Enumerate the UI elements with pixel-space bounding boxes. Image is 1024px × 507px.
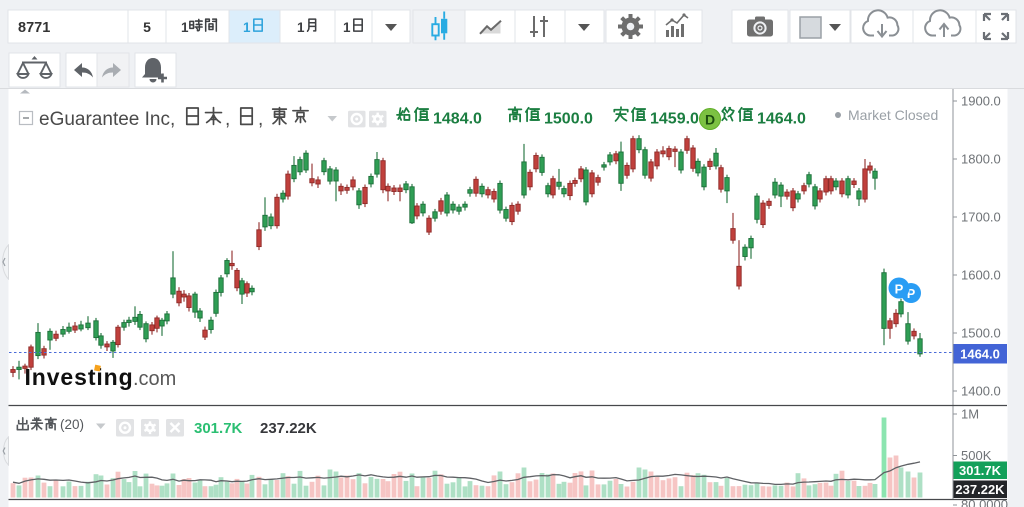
svg-text:1900.0: 1900.0 [961,94,1001,109]
svg-text:1: 1 [243,20,251,35]
svg-text:5: 5 [143,19,151,35]
svg-text:237.22K: 237.22K [260,420,317,437]
svg-text:1464.0: 1464.0 [757,111,806,128]
svg-text:1: 1 [343,20,351,35]
svg-text:237.22K: 237.22K [955,482,1005,497]
svg-text:1459.0: 1459.0 [650,111,699,128]
svg-text:80.0000: 80.0000 [961,497,1008,507]
svg-text:1500.0: 1500.0 [544,111,593,128]
svg-text:,: , [225,109,230,130]
svg-text:eGuarantee Inc,: eGuarantee Inc, [39,109,175,130]
svg-text:D: D [705,112,715,128]
svg-text:,: , [258,109,263,130]
svg-text:1400.0: 1400.0 [961,384,1001,399]
svg-text:301.7K: 301.7K [959,463,1002,478]
svg-text:1500.0: 1500.0 [961,326,1001,341]
svg-text:P: P [907,287,915,301]
svg-text:1700.0: 1700.0 [961,210,1001,225]
svg-text:1484.0: 1484.0 [433,111,482,128]
svg-text:P: P [895,282,904,297]
svg-text:Investing: Investing [25,364,134,390]
svg-text:8771: 8771 [18,20,50,36]
svg-text:.com: .com [133,368,176,390]
svg-text:301.7K: 301.7K [194,420,243,437]
svg-text:1: 1 [297,20,305,35]
svg-text:(20): (20) [60,417,84,432]
svg-text:1600.0: 1600.0 [961,268,1001,283]
svg-text:1: 1 [181,20,189,35]
svg-text:1464.0: 1464.0 [960,347,1000,362]
svg-text:500K: 500K [961,448,992,463]
svg-text:1800.0: 1800.0 [961,152,1001,167]
svg-text:Market Closed: Market Closed [848,107,938,123]
svg-text:1M: 1M [961,407,979,422]
